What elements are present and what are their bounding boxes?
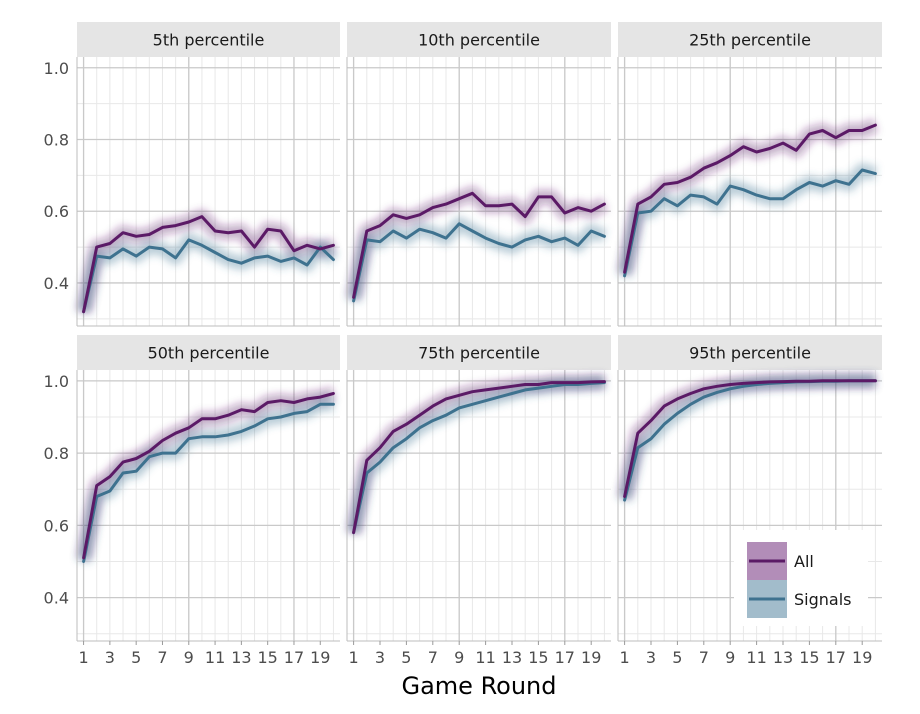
series-line-all bbox=[82, 215, 335, 314]
facet-strip bbox=[618, 335, 882, 370]
facet-strip bbox=[618, 22, 882, 57]
panel-background bbox=[347, 370, 611, 641]
series-line-signals bbox=[82, 402, 335, 563]
x-tick-label: 17 bbox=[555, 648, 575, 667]
legend-label: Signals bbox=[794, 590, 851, 609]
x-tick-label: 1 bbox=[620, 648, 630, 667]
facet-strip bbox=[77, 22, 340, 57]
series-line-all bbox=[623, 379, 877, 498]
x-tick-label: 1 bbox=[349, 648, 359, 667]
x-tick-label: 5 bbox=[672, 648, 682, 667]
y-tick-label: 0.8 bbox=[44, 130, 69, 149]
series-line-all bbox=[352, 191, 606, 299]
x-tick-label: 11 bbox=[205, 648, 225, 667]
y-tick-label: 1.0 bbox=[44, 59, 69, 78]
x-tick-label: 13 bbox=[231, 648, 251, 667]
panel-1: 5th percentile 0.4 0.6 0.8 1.0 bbox=[44, 22, 340, 327]
panel-2: 10th percentile bbox=[346, 22, 611, 327]
facet-strip bbox=[77, 335, 340, 370]
y-tick-label: 0.4 bbox=[44, 589, 69, 608]
x-tick-label: 7 bbox=[157, 648, 167, 667]
x-tick-label: 9 bbox=[184, 648, 194, 667]
legend-item-signals: Signals bbox=[747, 580, 851, 618]
facet-title: 25th percentile bbox=[689, 31, 811, 50]
x-tick-label: 17 bbox=[284, 648, 304, 667]
x-tick-label: 15 bbox=[528, 648, 548, 667]
legend: All Signals bbox=[734, 530, 868, 626]
x-tick-label: 9 bbox=[725, 648, 735, 667]
y-tick-label: 0.6 bbox=[44, 516, 69, 535]
legend-label: All bbox=[794, 552, 814, 571]
x-tick-label: 19 bbox=[852, 648, 872, 667]
y-tick-label: 0.6 bbox=[44, 202, 69, 221]
series-line-all bbox=[82, 392, 335, 560]
series-line-signals bbox=[352, 381, 606, 535]
x-tick-label: 5 bbox=[401, 648, 411, 667]
series-line-all bbox=[352, 380, 606, 535]
x-axis-title: Game Round bbox=[401, 672, 556, 700]
y-tick-label: 0.8 bbox=[44, 444, 69, 463]
facet-title: 95th percentile bbox=[689, 344, 811, 363]
facet-title: 5th percentile bbox=[153, 31, 265, 50]
x-tick-label: 11 bbox=[746, 648, 766, 667]
x-tick-label: 7 bbox=[699, 648, 709, 667]
x-tick-label: 9 bbox=[454, 648, 464, 667]
x-tick-label: 3 bbox=[375, 648, 385, 667]
x-tick-label: 17 bbox=[826, 648, 846, 667]
x-tick-label: 5 bbox=[131, 648, 141, 667]
x-tick-label: 13 bbox=[502, 648, 522, 667]
series-line-all bbox=[623, 123, 877, 274]
x-tick-label: 15 bbox=[257, 648, 277, 667]
series-line-signals bbox=[82, 238, 335, 314]
facet-title: 50th percentile bbox=[148, 344, 270, 363]
facet-title: 75th percentile bbox=[418, 344, 540, 363]
panel-background bbox=[77, 57, 340, 326]
facet-title: 10th percentile bbox=[418, 31, 540, 50]
x-tick-label: 3 bbox=[105, 648, 115, 667]
facet-strip bbox=[347, 22, 611, 57]
x-tick-label: 13 bbox=[773, 648, 793, 667]
x-tick-label: 15 bbox=[799, 648, 819, 667]
facet-strip bbox=[347, 335, 611, 370]
x-tick-label: 11 bbox=[475, 648, 495, 667]
x-tick-label: 3 bbox=[646, 648, 656, 667]
x-tick-label: 1 bbox=[78, 648, 88, 667]
legend-item-all: All bbox=[747, 542, 814, 580]
y-tick-label: 0.4 bbox=[44, 274, 69, 293]
y-tick-label: 1.0 bbox=[44, 372, 69, 391]
panel-3: 25th percentile bbox=[617, 22, 882, 327]
series-line-signals bbox=[623, 168, 877, 278]
x-tick-label: 19 bbox=[581, 648, 601, 667]
x-tick-label: 19 bbox=[310, 648, 330, 667]
series-line-signals bbox=[352, 222, 606, 303]
x-tick-label: 7 bbox=[428, 648, 438, 667]
